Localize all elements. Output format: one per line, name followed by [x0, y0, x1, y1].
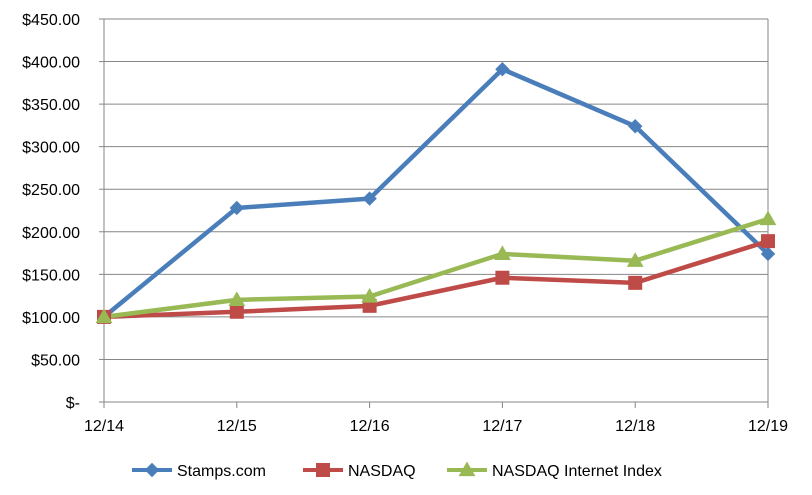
data-point-nasdaq-internet-index — [626, 252, 644, 267]
data-point-nasdaq-internet-index — [95, 308, 113, 324]
y-tick-label: $100.00 — [22, 310, 80, 327]
axes — [99, 18, 769, 408]
series-line-stamps-com — [101, 66, 771, 320]
data-point-nasdaq-internet-index — [759, 210, 777, 226]
legend-marker-stamps-com — [144, 462, 160, 478]
y-tick-label: $150.00 — [22, 267, 80, 284]
y-tick-label: $- — [66, 395, 80, 412]
data-point-nasdaq-internet-index — [494, 245, 511, 261]
y-tick-label: $300.00 — [22, 140, 80, 157]
x-tick-labels: 12/14 12/15 12/16 12/17 12/18 12/19 — [84, 418, 788, 435]
x-tick-label: 12/16 — [350, 418, 390, 435]
y-tick-label: $350.00 — [22, 97, 80, 114]
data-point-nasdaq-internet-index — [361, 287, 378, 303]
legend-label-nasdaq: NASDAQ — [348, 463, 416, 480]
series-line-nasdaq — [101, 238, 771, 320]
y-tick-label: $200.00 — [22, 225, 80, 242]
data-point-stamps-com — [229, 200, 245, 216]
series-markers — [95, 62, 777, 325]
gridlines — [104, 18, 768, 360]
x-tick-label: 12/19 — [748, 418, 788, 435]
data-point-stamps-com — [760, 246, 776, 262]
series-lines — [101, 66, 771, 320]
x-tick-label: 12/18 — [615, 418, 655, 435]
legend-marker-nasdaq-internet-index — [458, 461, 476, 477]
data-point-nasdaq — [495, 270, 510, 285]
y-tick-labels: $- $50.00 $100.00 $150.00 $200.00 $250.00 $300… — [22, 12, 80, 412]
legend-label-stamps-com: Stamps.com — [177, 463, 266, 480]
y-tick-label: $450.00 — [22, 12, 80, 29]
data-point-nasdaq — [628, 275, 643, 290]
data-point-stamps-com — [495, 62, 510, 77]
y-tick-label: $250.00 — [22, 182, 80, 199]
data-point-stamps-com — [362, 191, 377, 206]
legend-label-nasdaq-internet-index: NASDAQ Internet Index — [492, 463, 662, 480]
y-tick-label: $50.00 — [31, 352, 80, 369]
x-tick-label: 12/15 — [217, 418, 257, 435]
x-tick-label: 12/14 — [84, 418, 124, 435]
data-point-nasdaq — [229, 304, 244, 319]
x-tick-label: 12/17 — [482, 418, 522, 435]
data-point-nasdaq — [761, 234, 775, 249]
legend-marker-nasdaq — [316, 463, 330, 477]
data-point-nasdaq-internet-index — [228, 291, 246, 306]
legend: Stamps.com NASDAQ NASDAQ Internet Index — [132, 461, 662, 480]
data-point-stamps-com — [627, 119, 643, 134]
series-line-nasdaq-internet-index — [101, 216, 771, 320]
y-tick-label: $400.00 — [22, 55, 80, 72]
